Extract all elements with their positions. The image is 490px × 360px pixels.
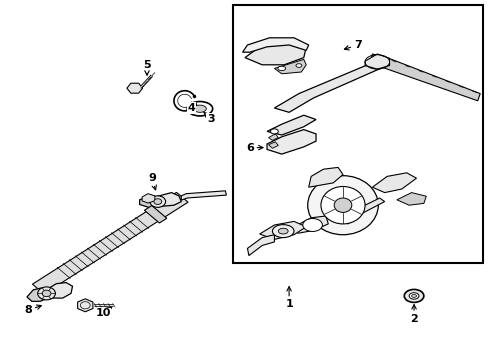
Polygon shape: [267, 115, 316, 135]
Ellipse shape: [278, 228, 288, 234]
Polygon shape: [309, 167, 343, 187]
Ellipse shape: [272, 225, 294, 238]
Ellipse shape: [409, 293, 419, 299]
Ellipse shape: [278, 66, 286, 71]
Ellipse shape: [321, 186, 365, 224]
Ellipse shape: [296, 64, 302, 67]
Polygon shape: [343, 198, 385, 224]
Text: 2: 2: [410, 305, 418, 324]
Text: 1: 1: [285, 287, 293, 309]
Polygon shape: [269, 142, 278, 148]
Polygon shape: [127, 83, 143, 93]
Text: 7: 7: [344, 40, 362, 50]
Ellipse shape: [154, 199, 162, 204]
Polygon shape: [372, 173, 416, 193]
Polygon shape: [48, 283, 73, 298]
Ellipse shape: [194, 105, 206, 112]
Ellipse shape: [303, 219, 322, 231]
Text: 10: 10: [95, 307, 112, 318]
Polygon shape: [247, 235, 274, 256]
Text: 3: 3: [204, 112, 215, 124]
Polygon shape: [397, 193, 426, 205]
Polygon shape: [370, 54, 480, 101]
Polygon shape: [245, 40, 306, 65]
Text: 5: 5: [143, 60, 151, 75]
Text: 4: 4: [187, 103, 195, 113]
Bar: [233, 5, 483, 263]
Ellipse shape: [412, 294, 416, 297]
Polygon shape: [260, 221, 306, 239]
Polygon shape: [274, 65, 382, 112]
Polygon shape: [142, 194, 155, 203]
Ellipse shape: [42, 290, 51, 297]
Polygon shape: [140, 195, 158, 208]
Ellipse shape: [334, 198, 352, 212]
Text: 9: 9: [148, 173, 156, 190]
Polygon shape: [294, 216, 328, 233]
Ellipse shape: [150, 196, 166, 207]
Ellipse shape: [187, 102, 213, 116]
Polygon shape: [274, 59, 306, 74]
Polygon shape: [27, 288, 48, 301]
Ellipse shape: [38, 287, 55, 300]
Polygon shape: [32, 192, 188, 294]
Polygon shape: [365, 54, 390, 69]
Polygon shape: [269, 134, 278, 140]
Polygon shape: [181, 191, 226, 200]
Polygon shape: [267, 130, 316, 154]
Text: 6: 6: [246, 143, 263, 153]
Ellipse shape: [404, 289, 424, 302]
Polygon shape: [77, 299, 93, 312]
Polygon shape: [145, 206, 167, 223]
Text: 8: 8: [24, 305, 41, 315]
Polygon shape: [158, 193, 181, 207]
Ellipse shape: [270, 129, 278, 134]
Ellipse shape: [308, 176, 378, 235]
Polygon shape: [243, 38, 309, 52]
